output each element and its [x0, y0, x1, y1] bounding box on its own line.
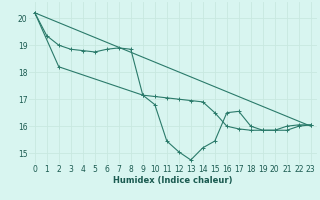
X-axis label: Humidex (Indice chaleur): Humidex (Indice chaleur) [113, 176, 233, 185]
